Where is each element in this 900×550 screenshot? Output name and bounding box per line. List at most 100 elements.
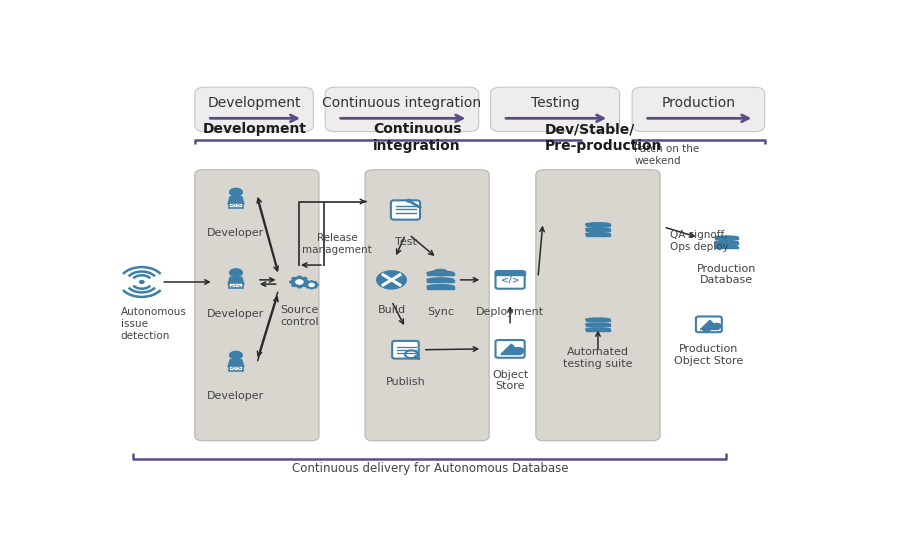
Circle shape [230,351,242,359]
Text: Development: Development [203,122,307,136]
Circle shape [315,282,317,283]
Text: </>: </> [230,283,242,288]
Text: Dev/Stable/
Pre-production: Dev/Stable/ Pre-production [544,122,662,153]
Ellipse shape [586,318,610,321]
Text: </>: </> [230,203,242,208]
FancyBboxPatch shape [229,283,243,288]
Text: Test: Test [394,236,417,247]
Text: Continuous integration: Continuous integration [322,96,482,109]
Circle shape [315,287,317,288]
Circle shape [230,269,242,277]
Text: Sync: Sync [427,307,454,317]
Text: Production: Production [662,96,735,109]
Ellipse shape [586,223,610,226]
Circle shape [307,282,309,283]
Circle shape [712,323,721,329]
FancyBboxPatch shape [496,271,525,289]
Circle shape [310,288,312,289]
Text: Developer: Developer [207,309,265,319]
Bar [496,271,525,275]
Circle shape [377,271,406,289]
Text: Release
management: Release management [302,233,372,255]
Bar [586,320,610,321]
Circle shape [306,282,318,288]
Text: Production
Object Store: Production Object Store [674,344,743,366]
Bar [586,229,610,231]
Circle shape [298,276,302,278]
FancyBboxPatch shape [229,203,243,208]
Polygon shape [700,320,719,329]
FancyBboxPatch shape [194,170,319,441]
Ellipse shape [428,278,454,282]
Circle shape [230,188,242,196]
Circle shape [296,280,303,284]
FancyBboxPatch shape [365,170,490,441]
Text: Deployment: Deployment [476,307,544,317]
Text: Developer: Developer [207,228,265,238]
Circle shape [292,278,295,279]
Text: Object
Store: Object Store [492,370,528,392]
FancyBboxPatch shape [392,341,418,359]
Polygon shape [228,360,244,367]
Circle shape [310,281,312,282]
Text: Build: Build [377,305,406,315]
Circle shape [292,277,308,287]
Circle shape [292,284,295,287]
Bar [428,273,454,275]
Circle shape [298,286,302,288]
Bar [428,280,454,282]
Text: Continuous delivery for Autonomous Database: Continuous delivery for Autonomous Datab… [292,462,568,475]
FancyBboxPatch shape [536,170,660,441]
Circle shape [307,287,309,288]
Text: Source
control: Source control [280,305,319,327]
Circle shape [317,284,319,285]
Bar [586,224,610,226]
Bar [586,329,610,331]
Circle shape [513,348,524,354]
FancyBboxPatch shape [229,366,243,371]
FancyBboxPatch shape [496,340,525,358]
Text: Automated
testing suite: Automated testing suite [563,348,633,369]
Ellipse shape [715,240,738,243]
Bar [715,242,738,244]
FancyBboxPatch shape [632,87,765,131]
Ellipse shape [586,323,610,326]
Text: Developer: Developer [207,392,265,402]
Circle shape [303,278,307,279]
FancyBboxPatch shape [491,87,619,131]
Text: </>: </> [230,366,242,371]
Text: Production
Database: Production Database [697,263,756,285]
Ellipse shape [428,285,454,288]
Ellipse shape [586,328,610,331]
Bar [715,246,738,248]
Ellipse shape [428,271,454,274]
Ellipse shape [586,233,610,235]
Polygon shape [228,197,244,204]
Circle shape [305,284,307,285]
Bar [428,287,454,289]
Bar [586,324,610,326]
Ellipse shape [586,228,610,230]
Circle shape [309,283,314,287]
Text: Publish: Publish [385,377,426,387]
Circle shape [306,281,309,283]
Polygon shape [228,277,244,284]
Ellipse shape [715,245,738,248]
FancyBboxPatch shape [696,316,722,332]
Ellipse shape [715,236,738,239]
FancyBboxPatch shape [194,87,313,131]
Text: Patch on the
weekend: Patch on the weekend [634,144,699,166]
Circle shape [407,200,411,202]
Text: Continuous
integration: Continuous integration [374,122,462,153]
Text: Autonomous
issue
detection: Autonomous issue detection [121,307,186,340]
Polygon shape [500,344,521,355]
Circle shape [703,327,710,332]
Text: QA signoff,
Ops deploy: QA signoff, Ops deploy [670,230,729,252]
FancyBboxPatch shape [325,87,479,131]
Bar [586,234,610,236]
Bar [715,238,738,239]
Circle shape [290,281,293,283]
Text: </>: </> [500,275,519,284]
Text: Development: Development [207,96,301,109]
Circle shape [303,284,307,287]
